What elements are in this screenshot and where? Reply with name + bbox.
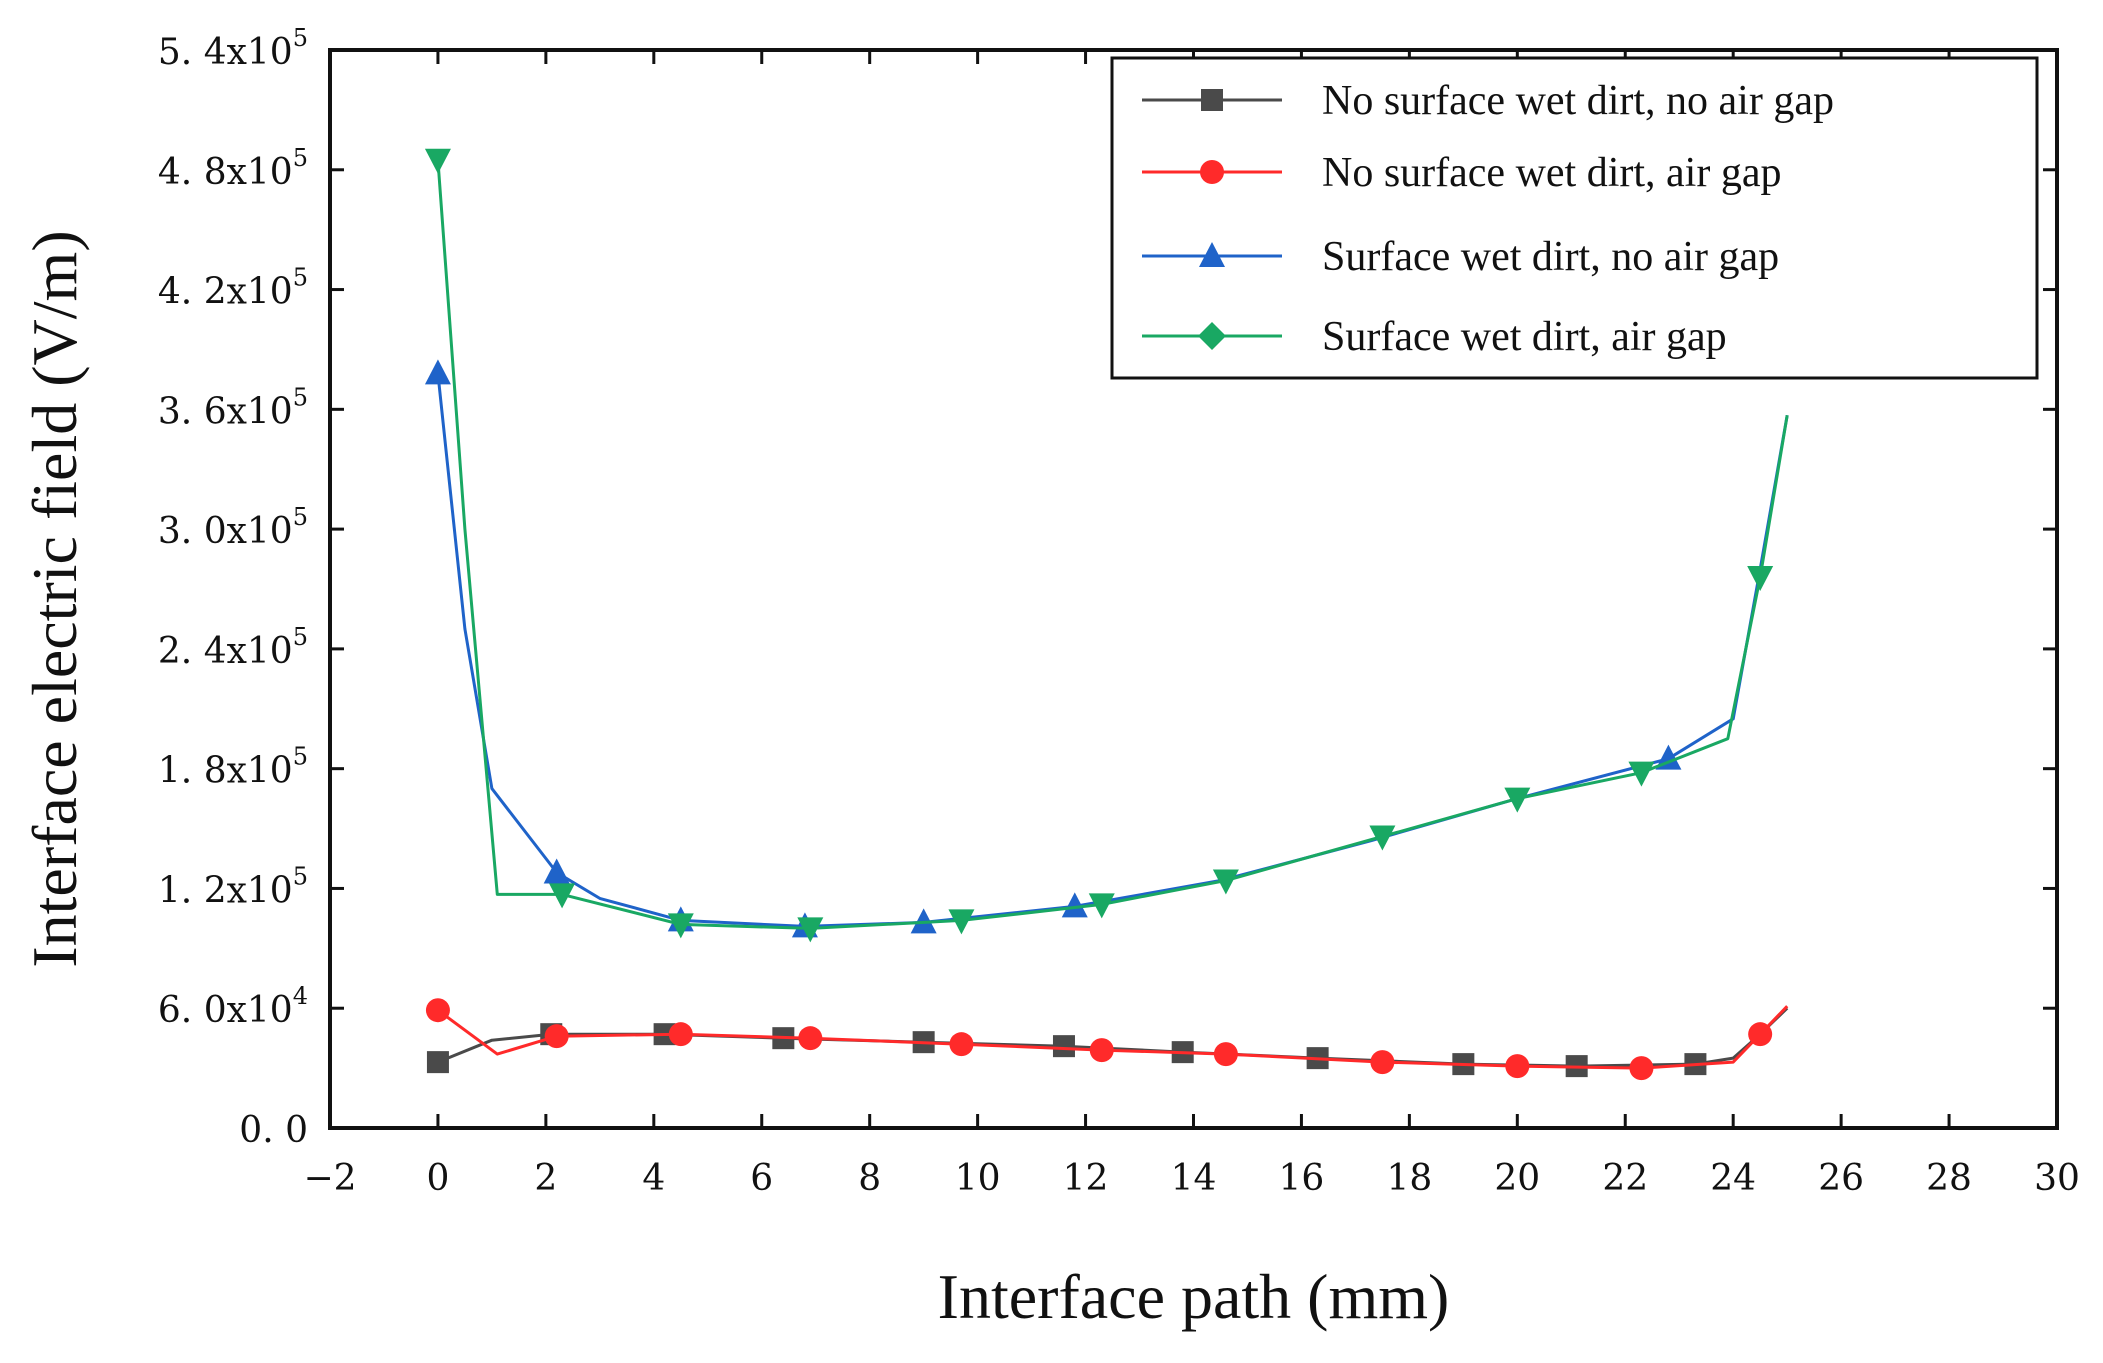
series-4 <box>424 148 1789 943</box>
legend-marker <box>1200 160 1224 184</box>
data-point <box>1748 1022 1773 1047</box>
x-tick-label: 26 <box>1818 1158 1864 1199</box>
data-point <box>1747 566 1774 592</box>
x-tick-label: −2 <box>303 1158 356 1199</box>
x-tick-label: 22 <box>1602 1158 1648 1199</box>
series-layer <box>424 148 1789 1081</box>
data-point <box>1213 1042 1238 1067</box>
data-point <box>426 1051 449 1074</box>
y-axis-title: Interface electric field (V/m) <box>19 230 90 967</box>
data-point <box>424 148 451 174</box>
data-point <box>1089 1038 1114 1063</box>
x-tick-label: 12 <box>1063 1158 1109 1199</box>
tick-layer: −2 0 2 4 6 8 10 12 14 16 18 20 22 24 26 28 300. 06. 0x10… <box>158 24 2080 1199</box>
data-point <box>1504 787 1531 813</box>
y-tick-label: 4. 2x105 <box>158 264 308 313</box>
data-point <box>1628 761 1655 787</box>
data-point <box>1370 1050 1395 1075</box>
x-axis-title: Interface path (mm) <box>938 1261 1450 1332</box>
data-point <box>543 858 570 884</box>
x-tick-label: 8 <box>858 1158 881 1199</box>
y-tick-label: 3. 6x105 <box>158 383 308 432</box>
data-point <box>1088 893 1115 919</box>
data-point <box>424 359 451 385</box>
x-tick-label: 10 <box>955 1158 1001 1199</box>
x-tick-label: 4 <box>642 1158 665 1199</box>
data-point <box>1052 1035 1075 1058</box>
x-tick-label: 24 <box>1710 1158 1756 1199</box>
data-point <box>910 908 937 934</box>
data-point <box>544 1024 569 1049</box>
data-point <box>1629 1056 1654 1081</box>
data-point <box>1369 825 1396 851</box>
series-3 <box>424 359 1789 938</box>
y-tick-label: 5. 4x105 <box>158 24 308 73</box>
x-tick-label: 18 <box>1386 1158 1432 1199</box>
data-point <box>425 998 450 1023</box>
series-line <box>437 1005 1789 1070</box>
legend-marker <box>1201 89 1223 111</box>
series-2 <box>425 998 1789 1081</box>
y-tick-label: 4. 8x105 <box>158 144 308 193</box>
legend-label: Surface wet dirt, no air gap <box>1322 234 1779 280</box>
data-point <box>668 1022 693 1047</box>
y-tick-label: 3. 0x105 <box>158 503 308 552</box>
data-point <box>549 883 576 909</box>
y-tick-label: 2. 4x105 <box>158 623 308 672</box>
legend-label: No surface wet dirt, no air gap <box>1322 78 1834 124</box>
legend-box <box>1110 56 2039 380</box>
x-tick-label: 20 <box>1494 1158 1540 1199</box>
legend-marker <box>1198 322 1226 350</box>
data-point <box>948 909 975 935</box>
data-point <box>797 917 824 943</box>
legend: No surface wet dirt, no air gap No surfac… <box>1110 56 2039 380</box>
data-point <box>798 1026 823 1051</box>
x-tick-label: 6 <box>750 1158 773 1199</box>
y-tick-label: 0. 0 <box>239 1110 308 1151</box>
data-point <box>1061 892 1088 918</box>
x-tick-label: 28 <box>1926 1158 1972 1199</box>
x-tick-label: 16 <box>1279 1158 1325 1199</box>
x-tick-label: 30 <box>2034 1158 2080 1199</box>
x-tick-label: 0 <box>426 1158 449 1199</box>
data-point <box>667 913 694 939</box>
legend-label: Surface wet dirt, air gap <box>1322 314 1727 360</box>
y-tick-label: 1. 8x105 <box>158 743 308 792</box>
legend-label: No surface wet dirt, air gap <box>1322 150 1781 196</box>
x-tick-label: 2 <box>534 1158 557 1199</box>
series-line <box>436 373 1789 928</box>
legend-marker <box>1199 242 1225 267</box>
x-tick-label: 14 <box>1171 1158 1217 1199</box>
y-tick-label: 6. 0x104 <box>158 982 308 1031</box>
data-point <box>1505 1054 1530 1079</box>
y-tick-label: 1. 2x105 <box>158 862 308 911</box>
data-point <box>949 1032 974 1057</box>
data-point <box>1212 869 1239 895</box>
